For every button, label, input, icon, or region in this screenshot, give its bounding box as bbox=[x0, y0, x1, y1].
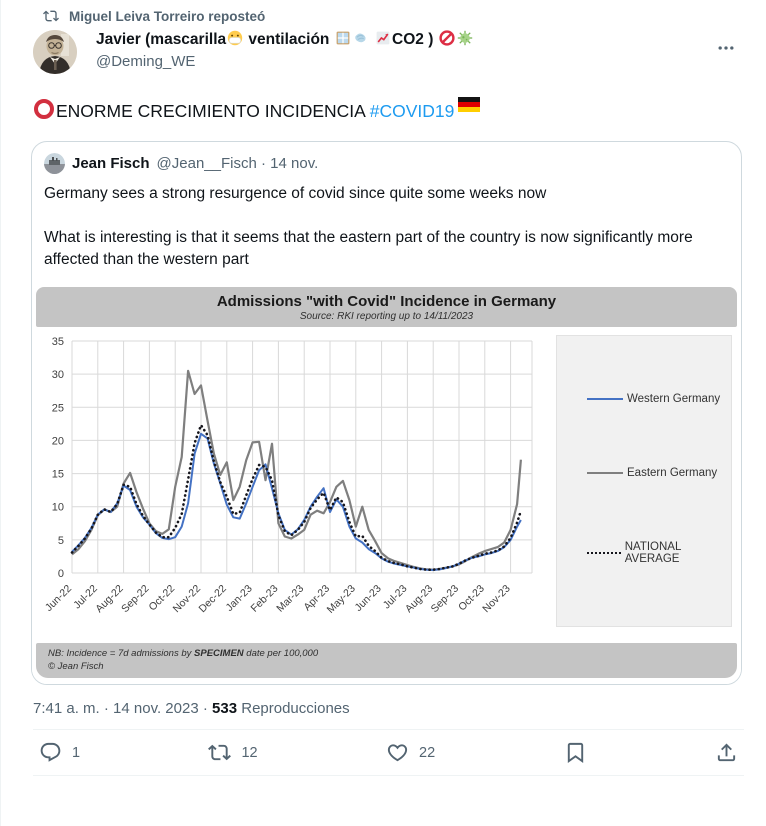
share-icon bbox=[717, 743, 736, 762]
tweet-header: Javier (mascarilla ventilación CO2 ) @De… bbox=[33, 30, 742, 74]
display-name-text-2: ventilación bbox=[244, 31, 334, 48]
svg-text:Aug-23: Aug-23 bbox=[403, 583, 436, 616]
chart-increasing-emoji-icon bbox=[375, 30, 391, 46]
retweet-button[interactable]: 12 bbox=[208, 741, 258, 764]
quoted-handle-date: @Jean__Fisch · 14 nov. bbox=[156, 155, 319, 172]
chart-body: 0 5 10 15 20 25 30 35 Jun-22 Jul-22 Aug-22 Sep-22 Oc… bbox=[36, 327, 737, 639]
legend-line-national bbox=[587, 552, 621, 554]
chart-note: NB: Incidence = 7d admissions by SPECIME… bbox=[48, 648, 319, 659]
quoted-tweet-card[interactable]: Jean Fisch @Jean__Fisch · 14 nov. German… bbox=[31, 141, 742, 685]
divider-bottom bbox=[33, 775, 744, 776]
svg-text:Nov-23: Nov-23 bbox=[480, 583, 513, 616]
tweet-time: 7:41 a. m. bbox=[33, 700, 100, 717]
chart-title: Admissions "with Covid" Incidence in Ger… bbox=[216, 293, 557, 310]
repost-banner[interactable]: Miguel Leiva Torreiro reposteó bbox=[33, 6, 742, 28]
retweet-icon bbox=[208, 744, 232, 761]
chart-footer-bar: NB: Incidence = 7d admissions by SPECIME… bbox=[36, 643, 737, 678]
legend-label-national: NATIONAL AVERAGE bbox=[624, 541, 681, 565]
tweet-text: ENORME CRECIMIENTO INCIDENCIA #COVID19 bbox=[33, 94, 742, 123]
wind-dash-emoji-icon bbox=[353, 30, 369, 46]
svg-text:30: 30 bbox=[52, 369, 64, 381]
svg-text:0: 0 bbox=[58, 568, 64, 580]
like-count: 22 bbox=[419, 744, 436, 761]
quoted-avatar-image bbox=[44, 153, 65, 174]
svg-text:Nov-22: Nov-22 bbox=[171, 583, 204, 616]
repost-icon bbox=[43, 10, 59, 22]
display-name-text-3: CO2 ) bbox=[392, 31, 434, 48]
reply-icon bbox=[40, 742, 61, 762]
svg-text:Mar-23: Mar-23 bbox=[274, 583, 306, 615]
display-name-text-1: Javier (mascarilla bbox=[96, 31, 227, 48]
tweet-author-block: Javier (mascarilla ventilación CO2 ) @De… bbox=[96, 30, 710, 72]
heart-icon bbox=[387, 744, 408, 762]
retweet-count: 12 bbox=[241, 744, 258, 761]
reply-count: 1 bbox=[72, 744, 81, 761]
divider-top bbox=[33, 729, 744, 730]
svg-text:Jun-23: Jun-23 bbox=[353, 583, 384, 614]
svg-text:15: 15 bbox=[52, 469, 64, 481]
user-handle[interactable]: @Deming_WE bbox=[96, 53, 196, 70]
share-button[interactable] bbox=[715, 741, 738, 764]
tweet-meta-row: 7:41 a. m. · 14 nov. 2023 · 533 Reproduc… bbox=[33, 700, 350, 717]
legend-item-western: Western Germany bbox=[587, 393, 731, 405]
quoted-avatar[interactable] bbox=[44, 153, 65, 174]
legend-item-eastern: Eastern Germany bbox=[587, 467, 731, 479]
quoted-text: Germany sees a strong resurgence of covi… bbox=[44, 183, 729, 271]
quoted-paragraph-1: Germany sees a strong resurgence of covi… bbox=[44, 185, 547, 202]
legend-label-western: Western Germany bbox=[627, 393, 721, 405]
legend-line-eastern bbox=[587, 472, 623, 474]
tweet-text-main: ENORME CRECIMIENTO INCIDENCIA bbox=[56, 101, 370, 121]
legend-item-national: NATIONAL AVERAGE bbox=[587, 541, 731, 565]
hashtag-link[interactable]: #COVID19 bbox=[369, 101, 455, 121]
bookmark-button[interactable] bbox=[564, 741, 587, 764]
legend-line-western bbox=[587, 398, 623, 400]
svg-text:20: 20 bbox=[52, 435, 64, 447]
red-hollow-circle-emoji-icon bbox=[33, 98, 55, 120]
svg-text:Jun-22: Jun-22 bbox=[43, 583, 74, 614]
chart-source: Source: RKI reporting up to 14/11/2023 bbox=[299, 311, 474, 322]
svg-text:Aug-22: Aug-22 bbox=[93, 583, 126, 616]
microbe-emoji-icon bbox=[457, 30, 473, 46]
chart-title-bar: Admissions "with Covid" Incidence in Ger… bbox=[36, 287, 737, 327]
prohibited-emoji-icon bbox=[439, 30, 455, 46]
svg-text:May-23: May-23 bbox=[325, 583, 358, 616]
display-name[interactable]: Javier (mascarilla ventilación CO2 ) bbox=[96, 30, 710, 50]
mask-face-emoji-icon bbox=[227, 30, 243, 46]
quoted-author-name[interactable]: Jean Fisch bbox=[72, 155, 150, 172]
chart-plot: 05101520253035Jun-22Jul-22Aug-22Sep-22Oc… bbox=[43, 336, 533, 616]
chart-legend: Western Germany Eastern Germany NATIONAL… bbox=[556, 335, 732, 627]
svg-text:Dec-22: Dec-22 bbox=[196, 583, 229, 616]
like-button[interactable]: 22 bbox=[386, 741, 435, 764]
svg-text:25: 25 bbox=[52, 402, 64, 414]
more-button[interactable] bbox=[710, 34, 742, 67]
chart-image[interactable]: Admissions "with Covid" Incidence in Ger… bbox=[32, 285, 741, 684]
svg-text:Feb-23: Feb-23 bbox=[249, 583, 281, 615]
window-emoji-icon bbox=[335, 30, 351, 46]
legend-label-eastern: Eastern Germany bbox=[627, 467, 718, 479]
bookmark-icon bbox=[567, 742, 583, 763]
reply-button[interactable]: 1 bbox=[39, 741, 80, 764]
svg-text:Sep-23: Sep-23 bbox=[429, 583, 462, 616]
svg-text:35: 35 bbox=[52, 336, 64, 348]
svg-text:5: 5 bbox=[58, 535, 64, 547]
germany-flag-emoji-icon bbox=[458, 94, 481, 118]
quoted-header: Jean Fisch @Jean__Fisch · 14 nov. bbox=[44, 153, 729, 174]
views-label: Reproducciones bbox=[237, 700, 350, 717]
tweet-date: 14 nov. 2023 bbox=[113, 700, 199, 717]
repost-banner-text: Miguel Leiva Torreiro reposteó bbox=[69, 8, 266, 24]
action-bar: 1 12 22 bbox=[33, 730, 744, 775]
svg-text:Sep-22: Sep-22 bbox=[119, 583, 152, 616]
avatar[interactable] bbox=[33, 30, 77, 74]
chart-copyright: © Jean Fisch bbox=[48, 661, 104, 672]
views-count: 533 bbox=[212, 700, 238, 717]
three-dots-icon bbox=[718, 46, 734, 50]
svg-text:10: 10 bbox=[52, 502, 64, 514]
avatar-portrait bbox=[33, 30, 77, 74]
quoted-paragraph-2: What is interesting is that it seems tha… bbox=[44, 229, 693, 268]
